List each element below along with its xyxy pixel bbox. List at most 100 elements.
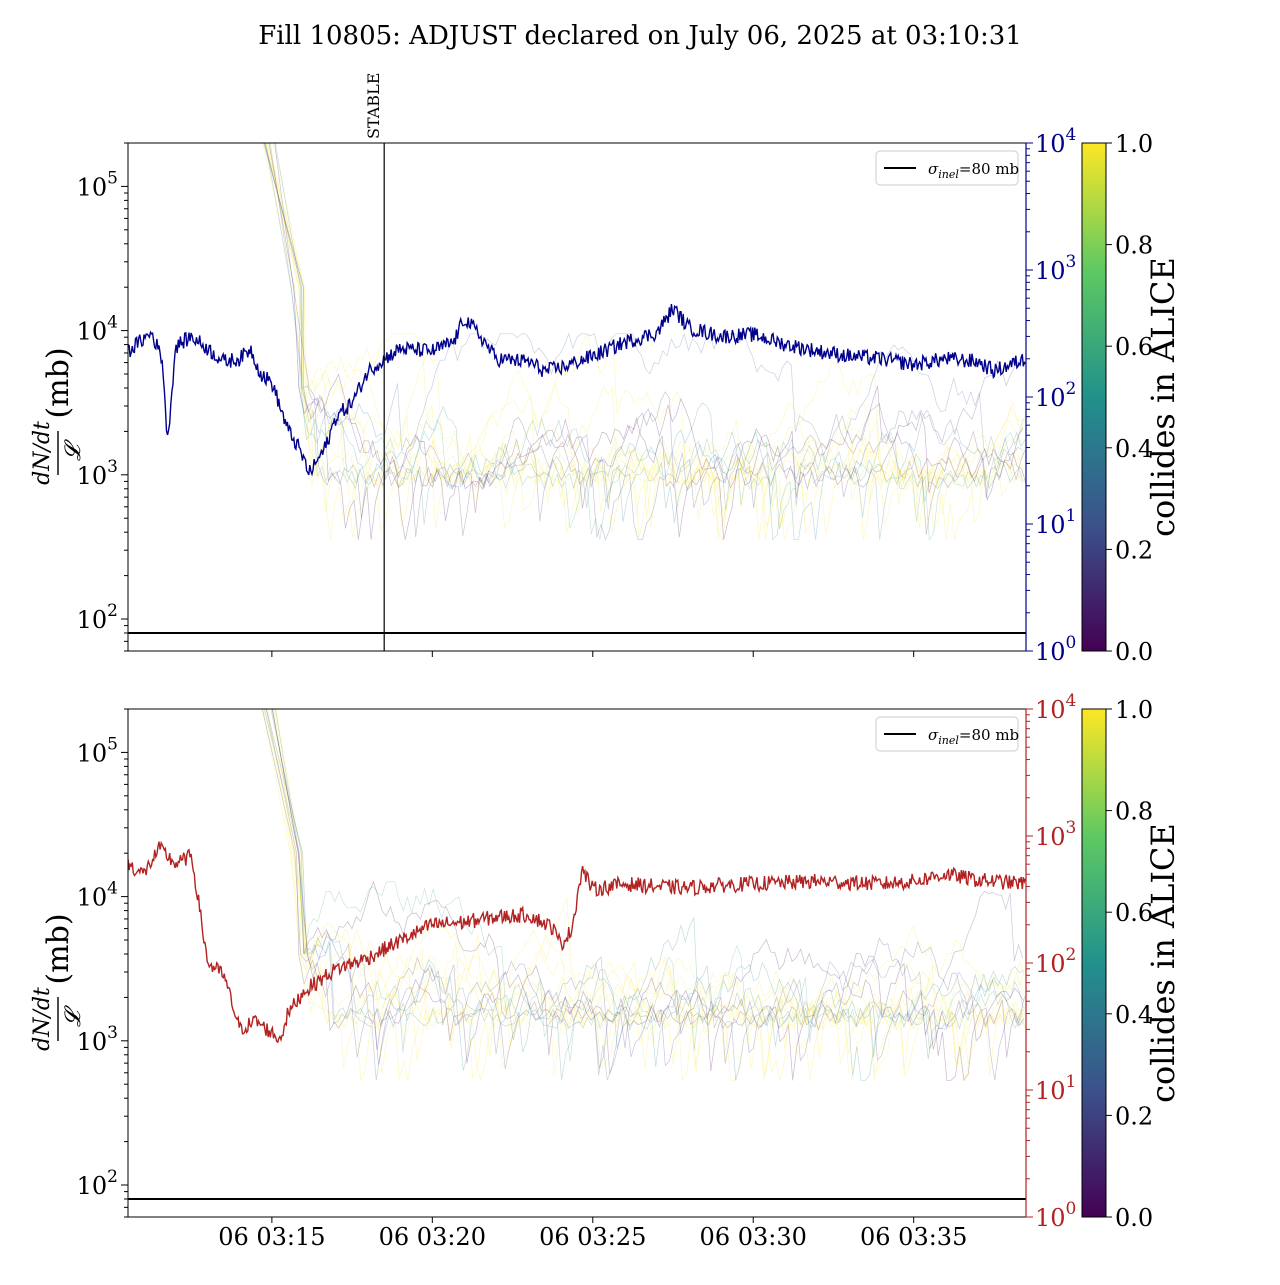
tick-exponent: 2	[1066, 945, 1077, 965]
main-series-line	[128, 304, 1026, 477]
right-tick-label: 102	[1035, 945, 1076, 978]
colorbar-tick-label: 0.8	[1115, 232, 1153, 260]
x-tick-label: 06 03:25	[539, 1223, 646, 1251]
bunch-trace	[262, 709, 1025, 1081]
colorbar-tick-label: 1.0	[1115, 130, 1153, 158]
bunch-trace	[263, 709, 1024, 1058]
bunch-trace	[269, 143, 1024, 541]
left-tick-label: 105	[77, 168, 118, 201]
right-tick-label: 100	[1035, 633, 1076, 666]
tick-exponent: 4	[1066, 125, 1077, 145]
legend-label: σinel=80 mb	[928, 160, 1019, 181]
tick-exponent: 0	[1066, 1199, 1077, 1219]
tick-base: 10	[77, 318, 108, 346]
colorbar-gradient	[1081, 142, 1107, 652]
x-axis	[271, 651, 915, 657]
right-tick-label: 101	[1035, 506, 1076, 539]
main-series-line	[128, 840, 1026, 1044]
colorbar-tick-label: 1.0	[1115, 696, 1153, 724]
tick-base: 10	[1035, 823, 1066, 851]
legend-box	[875, 716, 1019, 752]
colorbar-label: collides in ALICE	[1144, 823, 1182, 1103]
left-tick-label: 103	[77, 457, 118, 490]
colorbar-tick-label: 0.2	[1115, 536, 1153, 564]
tick-base: 10	[1035, 257, 1066, 285]
tick-base: 10	[77, 606, 108, 634]
legend-sigma: σ	[928, 726, 939, 744]
x-tick-label: 06 03:30	[700, 1223, 807, 1251]
tick-exponent: 3	[107, 457, 118, 477]
tick-exponent: 3	[1066, 252, 1077, 272]
bunch-trace	[265, 143, 1023, 471]
x-tick-label: 06 03:20	[379, 1223, 486, 1251]
tick-exponent: 2	[107, 1167, 118, 1187]
colorbar-tick-label: 0.0	[1115, 1204, 1153, 1232]
right-tick-label: 101	[1035, 1072, 1076, 1105]
tick-exponent: 5	[107, 734, 118, 754]
bunch-trace	[267, 709, 1026, 1081]
tick-exponent: 3	[1066, 818, 1077, 838]
tick-exponent: 2	[107, 601, 118, 621]
bunch-trace	[261, 709, 1026, 1081]
tick-exponent: 4	[107, 879, 118, 899]
bunch-trace	[272, 709, 1026, 1081]
right-tick-label: 104	[1035, 691, 1076, 724]
tick-base: 10	[1035, 950, 1066, 978]
axis-label-unit: (mb)	[41, 913, 76, 984]
bunch-trace	[267, 143, 1023, 541]
legend-value: =80 mb	[959, 160, 1019, 178]
colorbar-gradient	[1081, 708, 1107, 1218]
axis-label-unit: (mb)	[41, 347, 76, 418]
left-tick-label: 104	[77, 313, 118, 346]
right-tick-label: 103	[1035, 252, 1076, 285]
colorbar-tick-label: 0.2	[1115, 1102, 1153, 1130]
bunch-trace	[270, 709, 1024, 1081]
bunch-trace	[268, 143, 1024, 540]
right-tick-label: 104	[1035, 125, 1076, 158]
bunch-traces	[261, 709, 1026, 1082]
legend: σinel=80 mb	[875, 150, 1019, 186]
tick-exponent: 3	[107, 1023, 118, 1043]
plot-frame	[127, 142, 1027, 652]
tick-exponent: 1	[1066, 506, 1077, 526]
bunch-trace	[264, 709, 1026, 1082]
main-series	[128, 840, 1026, 1044]
left-tick-label: 104	[77, 879, 118, 912]
left-tick-label: 102	[77, 601, 118, 634]
bunch-trace	[265, 143, 1025, 540]
tick-base: 10	[77, 1172, 108, 1200]
tick-base: 10	[1035, 696, 1066, 724]
bunch-trace	[272, 709, 1024, 1072]
tick-base: 10	[1035, 511, 1066, 539]
bunch-trace	[265, 143, 1024, 540]
tick-exponent: 4	[1066, 691, 1077, 711]
x-tick-label: 06 03:35	[860, 1223, 967, 1251]
x-axis: 06 03:15 06 03:20 06 03:25 06 03:30 06 03:35	[218, 1217, 967, 1251]
x-tick-label: 06 03:15	[218, 1223, 325, 1251]
legend: σinel=80 mb	[875, 716, 1019, 752]
tick-base: 10	[77, 739, 108, 767]
colorbar-tick-label: 0.4	[1115, 1001, 1153, 1029]
tick-base: 10	[1035, 384, 1066, 412]
bunch-trace	[273, 143, 1023, 535]
legend-subscript: inel	[938, 734, 959, 747]
legend-box	[875, 150, 1019, 186]
legend-value: =80 mb	[959, 726, 1019, 744]
axis-label-numerator: dN/dt	[30, 987, 55, 1051]
left-tick-label: 105	[77, 734, 118, 767]
tick-exponent: 4	[107, 313, 118, 333]
legend-label: σinel=80 mb	[928, 726, 1019, 747]
plot-frame	[127, 708, 1027, 1218]
colorbar-tick-label: 0.4	[1115, 435, 1153, 463]
bunch-trace	[266, 143, 1026, 526]
tick-base: 10	[1035, 638, 1066, 666]
right-tick-label: 103	[1035, 818, 1076, 851]
bunch-traces	[262, 143, 1026, 541]
